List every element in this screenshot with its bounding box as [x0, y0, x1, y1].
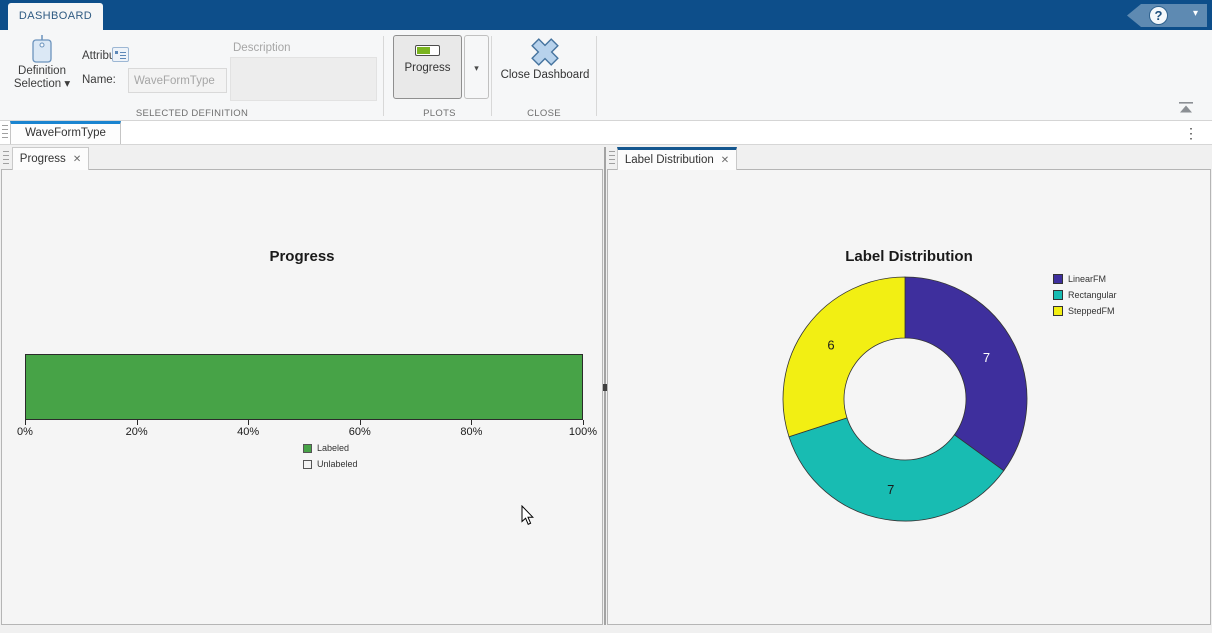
help-button[interactable]: ? ▾ — [1127, 4, 1207, 27]
group-separator — [491, 36, 492, 116]
legend-label: Unlabeled — [317, 459, 358, 469]
legend-item: Unlabeled — [303, 459, 358, 469]
legend-swatch-icon — [1053, 306, 1063, 316]
donut-chart-legend: LinearFM Rectangular SteppedFM — [1053, 274, 1117, 322]
label-distribution-panel: Label Distribution 7 7 6 LinearFM Rectangul… — [607, 169, 1211, 625]
tab-dashboard[interactable]: DASHBOARD — [8, 3, 103, 30]
labeled-progress-bar — [25, 354, 583, 420]
donut-chart: 7 7 6 — [782, 276, 1028, 522]
legend-swatch-icon — [1053, 274, 1063, 284]
progress-panel: Progress 0% 20% 40% 60% 80% 100% Labeled Unlab… — [1, 169, 603, 625]
legend-item: Rectangular — [1053, 290, 1117, 300]
section-label-selected-definition: SELECTED DEFINITION — [135, 108, 249, 119]
attribute-type-icon — [112, 47, 129, 62]
help-icon: ? — [1149, 6, 1168, 25]
bar-chart-title: Progress — [269, 248, 335, 265]
tag-icon — [32, 35, 52, 63]
progress-button-label: Progress — [404, 62, 451, 74]
definition-selection-label: Definition Selection ▾ — [13, 65, 71, 90]
collapse-ribbon-button[interactable] — [1176, 101, 1196, 114]
close-icon[interactable]: ✕ — [720, 154, 730, 166]
x-axis-tick-label: 80% — [460, 426, 483, 438]
definition-selection-button[interactable]: Definition Selection ▾ — [4, 34, 80, 100]
x-axis-tick — [583, 420, 584, 425]
progress-bar-icon — [415, 45, 440, 56]
legend-label: LinearFM — [1068, 274, 1107, 284]
close-icon[interactable]: ✕ — [72, 153, 82, 165]
donut-slice-value-label: 6 — [827, 338, 834, 353]
x-axis-tick — [359, 420, 361, 425]
legend-swatch-icon — [303, 459, 312, 469]
x-axis-tick-label: 100% — [568, 426, 598, 438]
section-label-close: CLOSE — [527, 108, 561, 119]
group-separator — [383, 36, 384, 116]
tab-progress-panel[interactable]: Progress ✕ — [12, 147, 89, 170]
mouse-cursor — [521, 505, 534, 525]
collapse-up-icon — [1179, 102, 1193, 113]
progress-plot-dropdown-button[interactable]: ▾ — [464, 35, 489, 99]
close-x-icon — [531, 38, 559, 66]
donut-slice-rectangular — [788, 417, 1005, 522]
legend-item: Labeled — [303, 443, 358, 453]
donut-slice-value-label: 7 — [983, 350, 990, 365]
x-axis-tick — [136, 420, 138, 425]
drag-grip-handle[interactable] — [2, 125, 8, 140]
tab-options-ellipsis-icon[interactable]: ⋮ — [1184, 125, 1198, 141]
donut-chart-title: Label Distribution — [845, 248, 973, 265]
close-dashboard-label: Close Dashboard — [500, 69, 590, 81]
tab-waveformtype[interactable]: WaveFormType — [10, 121, 121, 144]
chevron-down-icon: ▾ — [64, 78, 71, 90]
close-dashboard-button[interactable]: Close Dashboard — [498, 34, 592, 108]
section-label-plots: PLOTS — [423, 108, 456, 119]
legend-item: LinearFM — [1053, 274, 1117, 284]
progress-plot-toggle-button[interactable]: Progress — [393, 35, 462, 99]
legend-item: SteppedFM — [1053, 306, 1117, 316]
bar-plot-area — [25, 354, 583, 420]
splitter-handle[interactable] — [603, 384, 607, 391]
tab-label-distribution-label: Label Distribution — [624, 154, 714, 166]
x-axis-tick — [248, 420, 250, 425]
x-axis-tick — [471, 420, 473, 425]
chevron-down-icon: ▾ — [474, 63, 479, 73]
ribbon-body: Definition Selection ▾ Attribute Name: D… — [0, 30, 1212, 121]
legend-label: Labeled — [317, 443, 350, 453]
drag-grip-handle[interactable] — [609, 151, 615, 166]
legend-label: Rectangular — [1068, 290, 1117, 300]
x-axis-tick-label: 60% — [348, 426, 371, 438]
name-label: Name: — [82, 74, 116, 86]
description-label: Description — [233, 42, 291, 54]
drag-grip-handle[interactable] — [3, 151, 9, 166]
x-axis-tick-label: 0% — [17, 426, 33, 438]
legend-swatch-icon — [1053, 290, 1063, 300]
tab-progress-label: Progress — [19, 153, 66, 165]
x-axis: 0% 20% 40% 60% 80% 100% — [17, 419, 597, 438]
x-axis-tick-label: 20% — [125, 426, 148, 438]
document-tab-strip: WaveFormType ⋮ — [0, 121, 1212, 145]
name-field — [128, 68, 227, 93]
chevron-down-icon: ▾ — [1192, 8, 1198, 19]
group-separator — [596, 36, 597, 116]
x-axis-tick — [25, 420, 26, 425]
legend-label: SteppedFM — [1068, 306, 1115, 316]
tab-label-distribution-panel[interactable]: Label Distribution ✕ — [617, 147, 737, 170]
x-axis-tick-label: 40% — [237, 426, 260, 438]
legend-swatch-icon — [303, 443, 312, 453]
donut-slice-value-label: 7 — [887, 482, 894, 497]
donut-slice-steppedfm — [782, 276, 906, 438]
bar-chart-legend: Labeled Unlabeled — [303, 443, 358, 475]
donut-slice-linearfm — [904, 276, 1028, 472]
description-field — [230, 57, 377, 101]
ribbon-tabbar: DASHBOARD ? ▾ — [0, 0, 1212, 30]
